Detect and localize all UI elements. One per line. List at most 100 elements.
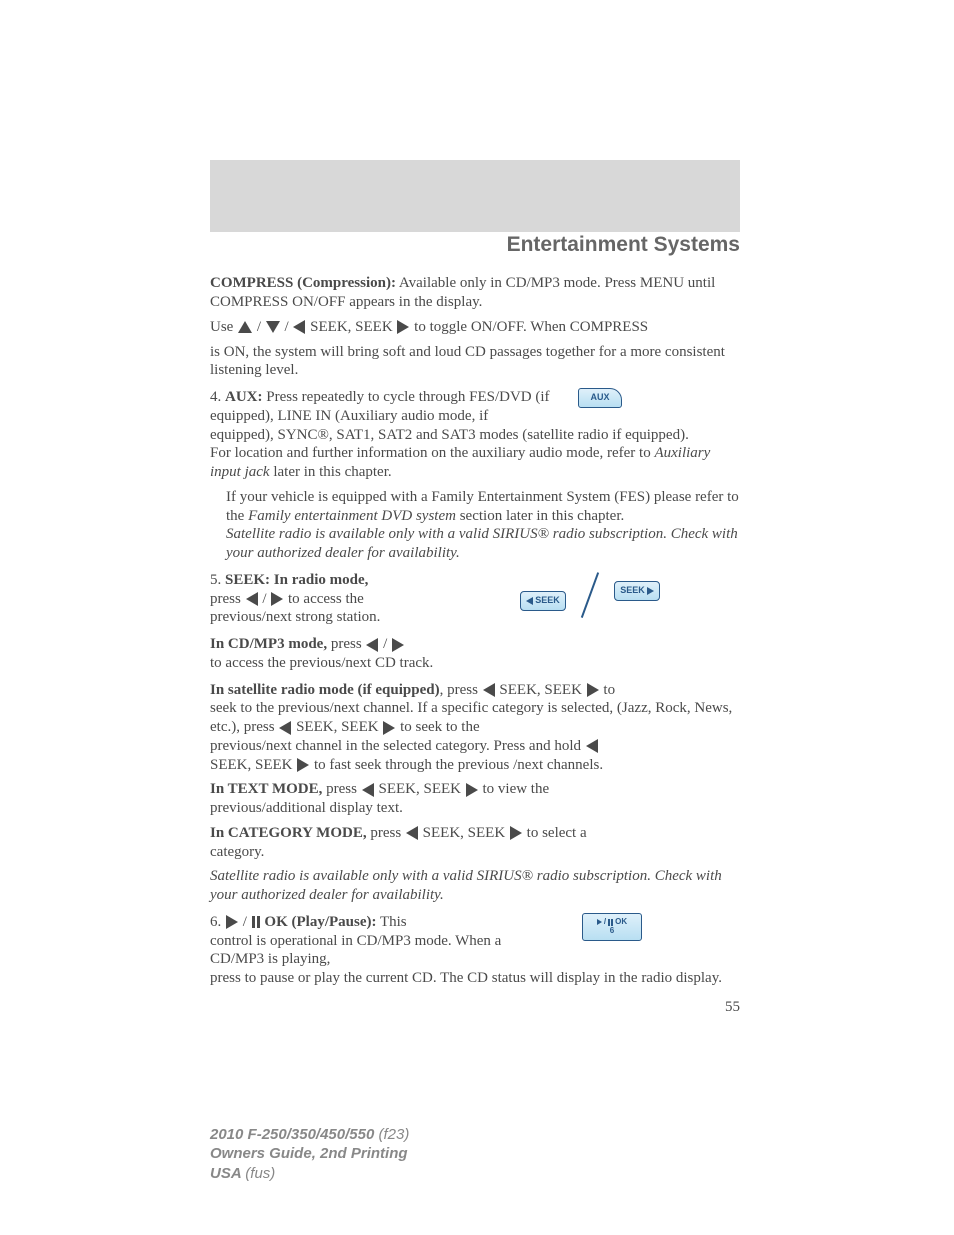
text: previous/next channel in the selected ca…	[210, 738, 585, 754]
text: SEEK, SEEK	[310, 319, 396, 335]
text: SEEK, SEEK	[378, 781, 464, 797]
left-arrow-icon	[586, 739, 598, 753]
item-number: 6.	[210, 914, 225, 930]
sat-mode-section: In satellite radio mode (if equipped), p…	[210, 681, 740, 775]
text: to seek to the	[400, 719, 480, 735]
text: press	[322, 781, 360, 797]
text: to access the previous/next CD track.	[210, 655, 433, 671]
item-number: 4.	[210, 389, 225, 405]
aux-section: AUX 4. AUX: Press repeatedly to cycle th…	[210, 388, 740, 482]
footer-code: (f23)	[378, 1126, 409, 1143]
text: to	[603, 682, 615, 698]
text: press	[327, 636, 365, 652]
aux-label: AUX:	[225, 389, 263, 405]
slash: /	[243, 914, 251, 930]
compress-label: COMPRESS (Compression):	[210, 275, 396, 291]
slash: /	[383, 636, 391, 652]
text: previous/additional display text.	[210, 800, 403, 816]
right-arrow-icon	[271, 592, 283, 606]
pause-icon	[608, 919, 613, 926]
text: to view the	[482, 781, 549, 797]
aux-desc3-line: For location and further information on …	[210, 444, 740, 482]
compress-paragraph: COMPRESS (Compression): Available only i…	[210, 274, 740, 312]
text: category.	[210, 844, 264, 860]
text: previous/next strong station.	[210, 609, 380, 625]
left-arrow-icon	[406, 826, 418, 840]
right-arrow-icon	[392, 638, 404, 652]
aux-button-graphic: AUX	[578, 388, 622, 408]
ok-label: OK (Play/Pause):	[264, 914, 376, 930]
slash: /	[257, 319, 265, 335]
seek-left-button: SEEK	[520, 591, 566, 611]
play-arrow-icon	[226, 915, 238, 929]
text: This	[377, 914, 407, 930]
seek-label: SEEK: In radio mode,	[225, 572, 368, 588]
sat-mode-label: In satellite radio mode (if equipped)	[210, 682, 440, 698]
seek-slash-divider	[576, 571, 604, 619]
text: later in this chapter.	[270, 464, 392, 480]
satellite-disclaimer: Satellite radio is available only with a…	[226, 525, 740, 563]
right-arrow-icon	[647, 587, 654, 595]
seek-cd-section: In CD/MP3 mode, press / to access the pr…	[210, 635, 740, 673]
compress-line2: is ON, the system will bring soft and lo…	[210, 343, 740, 381]
text: SEEK, SEEK	[296, 719, 382, 735]
seek-right-button: SEEK	[614, 581, 660, 601]
compress-use-line: Use / / SEEK, SEEK to toggle ON/OFF. Whe…	[210, 318, 740, 337]
aux-narrow-text: 4. AUX: Press repeatedly to cycle throug…	[210, 388, 550, 426]
ok-section: / OK 6 6. / OK (Play/Pause): This contro…	[210, 913, 740, 988]
page-title: Entertainment Systems	[210, 232, 740, 258]
right-arrow-icon	[466, 783, 478, 797]
satellite-disclaimer-2: Satellite radio is available only with a…	[210, 867, 740, 905]
left-arrow-icon	[526, 597, 533, 605]
text: SEEK, SEEK	[499, 682, 585, 698]
footer-line1: 2010 F-250/350/450/550 (f23)	[210, 1125, 409, 1145]
text: SEEK, SEEK	[423, 825, 509, 841]
seek-label: SEEK	[620, 585, 645, 596]
left-arrow-icon	[366, 638, 378, 652]
seek-section: SEEK SEEK 5. SEEK: In radio mode, press …	[210, 571, 740, 627]
text: , press	[440, 682, 482, 698]
footer-region-code: (fus)	[245, 1165, 275, 1182]
left-arrow-icon	[293, 320, 305, 334]
slash: /	[262, 591, 270, 607]
cd-mode-label: In CD/MP3 mode,	[210, 636, 327, 652]
category-mode-section: In CATEGORY MODE, press SEEK, SEEK to se…	[210, 824, 740, 862]
text-mode-section: In TEXT MODE, press SEEK, SEEK to view t…	[210, 780, 740, 818]
footer: 2010 F-250/350/450/550 (f23) Owners Guid…	[210, 1125, 409, 1184]
footer-model: 2010 F-250/350/450/550	[210, 1126, 378, 1143]
fes-note: If your vehicle is equipped with a Famil…	[226, 488, 740, 526]
text: to toggle ON/OFF. When COMPRESS	[414, 319, 648, 335]
text: SEEK, SEEK	[210, 757, 296, 773]
up-arrow-icon	[238, 321, 252, 333]
ok-button-num: 6	[597, 927, 627, 936]
footer-line2: Owners Guide, 2nd Printing	[210, 1144, 409, 1164]
text: Use	[210, 319, 237, 335]
left-arrow-icon	[362, 783, 374, 797]
text: section later in this chapter.	[456, 508, 624, 524]
down-arrow-icon	[266, 321, 280, 333]
fes-ref: Family entertainment DVD system	[248, 508, 456, 524]
page-number: 55	[210, 998, 740, 1017]
text: For location and further information on …	[210, 445, 654, 461]
aux-button-label: AUX	[590, 392, 609, 403]
slash: /	[604, 918, 606, 927]
category-mode-label: In CATEGORY MODE,	[210, 825, 367, 841]
header-gray-band	[210, 160, 740, 232]
right-arrow-icon	[510, 826, 522, 840]
text: control is operational in CD/MP3 mode. W…	[210, 933, 501, 968]
left-arrow-icon	[246, 592, 258, 606]
right-arrow-icon	[297, 758, 309, 772]
slash: /	[285, 319, 293, 335]
seek-buttons-graphic: SEEK SEEK	[520, 575, 660, 619]
play-icon	[597, 919, 602, 925]
left-arrow-icon	[279, 721, 291, 735]
ok-narrow-text: 6. / OK (Play/Pause): This control is op…	[210, 913, 550, 969]
footer-line3: USA (fus)	[210, 1164, 409, 1184]
aux-indent-block: If your vehicle is equipped with a Famil…	[226, 488, 740, 563]
text: press to pause or play the current CD. T…	[210, 969, 740, 988]
right-arrow-icon	[397, 320, 409, 334]
seek-narrow-text: 5. SEEK: In radio mode, press / to acces…	[210, 571, 550, 627]
text: press	[367, 825, 405, 841]
ok-button-inner: / OK 6	[597, 918, 627, 936]
right-arrow-icon	[383, 721, 395, 735]
